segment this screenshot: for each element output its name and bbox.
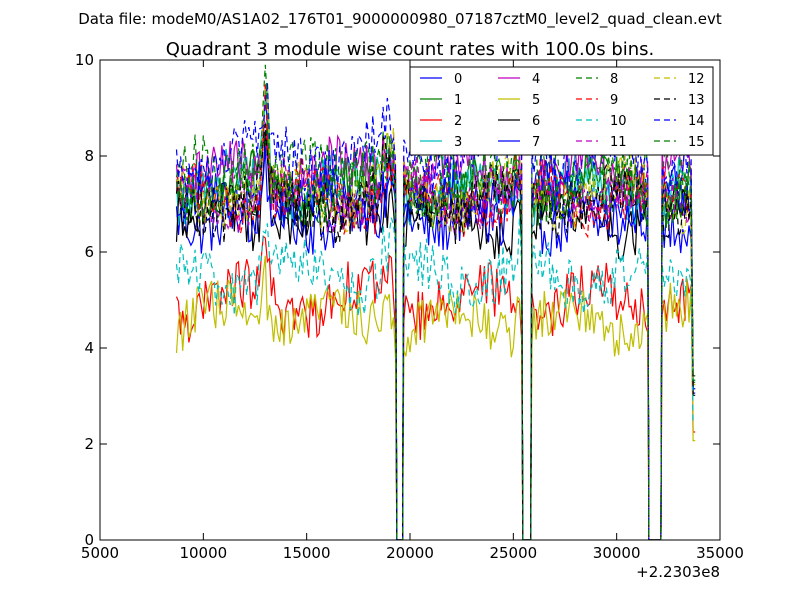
x-tick-label: 20000 [386, 544, 434, 562]
legend-label-6: 6 [532, 114, 540, 129]
legend-label-7: 7 [532, 135, 540, 150]
series-line-10 [175, 217, 696, 540]
y-tick-label: 10 [75, 51, 94, 69]
series-line-15 [175, 64, 696, 540]
x-tick-label: 10000 [179, 544, 227, 562]
legend-label-13: 13 [688, 93, 705, 108]
x-tick-label: 25000 [489, 544, 537, 562]
x-tick-label: 30000 [593, 544, 641, 562]
legend-label-2: 2 [454, 114, 462, 129]
chart-title: Quadrant 3 module wise count rates with … [166, 39, 655, 60]
y-tick-label: 0 [84, 531, 94, 549]
series-line-5 [175, 255, 696, 540]
legend-label-14: 14 [688, 114, 705, 129]
legend-label-11: 11 [610, 135, 627, 150]
legend-label-4: 4 [532, 72, 540, 87]
y-tick-label: 8 [84, 147, 94, 165]
chart-suptitle: Data file: modeM0/AS1A02_176T01_90000009… [78, 10, 722, 29]
x-offset-label: +2.2303e8 [636, 563, 720, 581]
legend-label-10: 10 [610, 114, 627, 129]
x-tick-label: 5000 [81, 544, 119, 562]
legend-label-3: 3 [454, 135, 462, 150]
legend-label-0: 0 [454, 72, 462, 87]
x-tick-label: 35000 [696, 544, 744, 562]
x-tick-label: 15000 [283, 544, 331, 562]
legend-label-1: 1 [454, 93, 462, 108]
legend-label-15: 15 [688, 135, 705, 150]
series-line-6 [175, 133, 696, 540]
legend-label-9: 9 [610, 93, 618, 108]
legend-label-8: 8 [610, 72, 618, 87]
legend-label-12: 12 [688, 72, 705, 87]
legend-label-5: 5 [532, 93, 540, 108]
legend-box [409, 66, 714, 156]
y-tick-label: 2 [84, 435, 94, 453]
x-axis: 5000 10000 15000 20000 25000 30000 35000 [81, 60, 744, 562]
y-tick-label: 4 [84, 339, 94, 357]
y-tick-label: 6 [84, 243, 94, 261]
